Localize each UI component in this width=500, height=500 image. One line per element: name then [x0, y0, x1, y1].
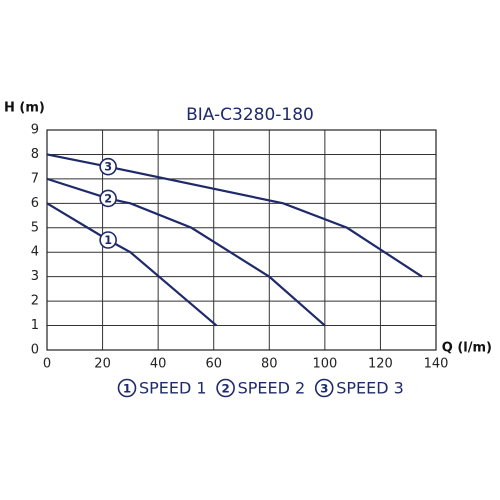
chart-title: BIA-C3280-180 — [186, 105, 314, 125]
badge-label: 2 — [221, 382, 229, 396]
x-axis-label: Q (l/m) — [442, 341, 492, 356]
y-tick-label: 1 — [31, 318, 39, 333]
y-axis-label: H (m) — [4, 101, 45, 116]
legend-label: SPEED 2 — [238, 379, 306, 398]
legend-label: SPEED 1 — [139, 379, 207, 398]
legend-label: SPEED 3 — [336, 379, 404, 398]
y-tick-label: 6 — [31, 196, 39, 211]
x-tick-label: 40 — [150, 357, 167, 372]
x-tick-label: 100 — [312, 357, 337, 372]
badge-label: 1 — [104, 234, 112, 247]
badge-circle — [99, 189, 117, 208]
y-tick-label: 8 — [31, 147, 39, 162]
badge-circle — [99, 157, 117, 176]
badge-circle — [99, 231, 117, 249]
y-tick-label: 3 — [31, 269, 39, 284]
badge-label: 1 — [123, 382, 131, 396]
badge-circle — [314, 378, 334, 398]
x-tick-label: 60 — [205, 357, 222, 372]
badge-label: 3 — [104, 161, 112, 174]
plot-frame — [46, 129, 437, 351]
badge-label: 3 — [320, 382, 328, 396]
x-tick-label: 140 — [424, 357, 449, 372]
badge-circle — [117, 378, 137, 398]
x-tick-label: 0 — [43, 357, 51, 372]
badge-label: 2 — [104, 192, 112, 205]
series-line — [46, 202, 218, 327]
series-line — [46, 177, 326, 327]
y-tick-label: 2 — [31, 294, 39, 309]
x-tick-label: 120 — [368, 357, 393, 372]
y-tick-label: 4 — [31, 245, 39, 260]
badge-circle — [216, 378, 235, 398]
y-tick-label: 5 — [31, 220, 39, 235]
y-tick-label: 0 — [31, 343, 39, 358]
y-tick-label: 7 — [31, 171, 39, 186]
x-tick-label: 20 — [94, 357, 111, 372]
y-tick-label: 9 — [31, 123, 39, 138]
x-tick-label: 80 — [261, 357, 278, 372]
series-line — [46, 153, 423, 278]
